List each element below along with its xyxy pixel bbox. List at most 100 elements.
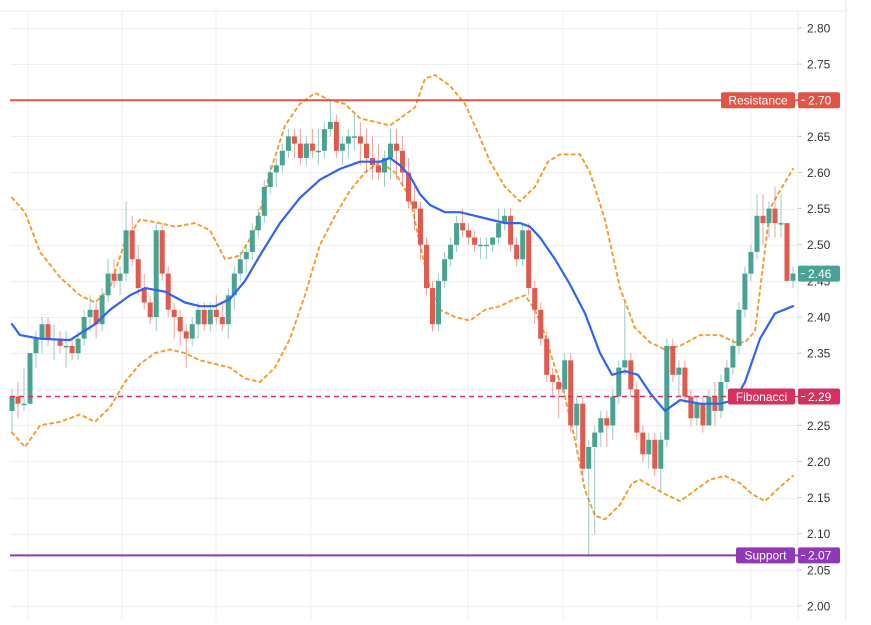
candle <box>760 194 766 245</box>
price-axis-label: 2.25 <box>807 419 831 433</box>
candle <box>159 223 165 281</box>
candle <box>754 194 760 260</box>
candle <box>351 114 357 151</box>
candle <box>610 389 616 440</box>
candle <box>195 302 201 339</box>
candle <box>514 237 520 267</box>
candle <box>568 353 574 433</box>
support-label: Support 2.07 <box>736 547 840 564</box>
candle <box>670 338 676 382</box>
candle <box>598 410 604 447</box>
candle <box>364 129 369 173</box>
candle <box>333 114 339 158</box>
candle <box>87 295 93 332</box>
moving-average <box>10 156 795 412</box>
candle <box>309 129 315 158</box>
candle <box>580 396 586 476</box>
candle <box>454 215 460 252</box>
candle <box>111 259 117 289</box>
last-price-label: 2.46 <box>798 265 840 282</box>
price-axis-label: 2.15 <box>807 491 831 505</box>
candle <box>231 266 237 310</box>
candle <box>63 331 69 368</box>
candles <box>9 100 796 556</box>
candle <box>544 331 550 382</box>
candle <box>273 158 279 187</box>
price-axis-label: 2.65 <box>807 130 831 144</box>
candle <box>69 338 75 361</box>
candle <box>189 317 195 346</box>
candle <box>345 129 351 158</box>
candle <box>117 266 123 296</box>
candle <box>129 215 135 267</box>
candle <box>57 331 63 354</box>
candle <box>718 374 724 419</box>
candle <box>604 410 610 447</box>
candle <box>646 432 652 469</box>
candle <box>622 302 628 375</box>
candle <box>357 121 363 166</box>
support-label-value: 2.07 <box>808 549 832 563</box>
price-axis-label: 2.10 <box>807 527 831 541</box>
moving-average-line <box>10 156 795 412</box>
candle <box>730 338 736 375</box>
candle <box>628 353 634 397</box>
candle <box>472 230 478 252</box>
candle <box>183 324 189 368</box>
candle <box>267 165 273 195</box>
candle <box>207 302 213 332</box>
candle <box>93 302 99 339</box>
fibonacci-label-text: Fibonacci <box>736 390 787 404</box>
candle <box>640 425 646 462</box>
price-axis-label: 2.50 <box>807 238 831 252</box>
candle <box>424 237 429 296</box>
candle <box>153 223 159 332</box>
candle <box>724 360 730 390</box>
candle <box>502 208 508 231</box>
candle <box>784 223 790 281</box>
candle <box>478 237 484 260</box>
candle <box>736 302 742 354</box>
candle <box>327 100 333 137</box>
candle <box>448 237 454 267</box>
candle <box>508 208 514 252</box>
candle <box>261 179 267 224</box>
candle <box>550 367 556 397</box>
candle <box>45 317 51 346</box>
candle <box>706 389 712 426</box>
candle <box>201 302 207 332</box>
candle <box>574 396 580 440</box>
candle <box>430 280 435 332</box>
candle <box>321 121 327 158</box>
resistance-label-text: Resistance <box>728 94 788 108</box>
candle <box>538 302 544 346</box>
candle <box>237 252 243 281</box>
candle <box>400 136 405 187</box>
candle <box>291 129 297 158</box>
candle <box>442 252 448 289</box>
fibonacci-label-value: 2.29 <box>808 390 832 404</box>
candle <box>466 223 472 245</box>
price-axis-label: 2.05 <box>807 563 831 577</box>
candle <box>21 367 27 411</box>
candle <box>748 244 754 281</box>
candle <box>490 237 496 252</box>
candle <box>165 266 171 317</box>
candle <box>243 244 249 274</box>
candle <box>225 288 231 339</box>
line-labels: Resistance 2.70 Fibonacci 2.29 Support 2.07 2.… <box>721 92 840 564</box>
candle <box>382 150 387 187</box>
candle <box>664 338 670 447</box>
horizontal-lines <box>10 99 798 557</box>
candle <box>616 360 622 404</box>
candle <box>15 382 21 419</box>
candle <box>123 201 129 281</box>
candle <box>141 273 147 310</box>
candle <box>682 360 688 404</box>
support-label-text: Support <box>744 549 787 563</box>
candle <box>315 129 321 166</box>
candle <box>676 360 682 397</box>
fibonacci-label: Fibonacci 2.29 <box>728 388 840 405</box>
price-axis-label: 2.20 <box>807 455 831 469</box>
